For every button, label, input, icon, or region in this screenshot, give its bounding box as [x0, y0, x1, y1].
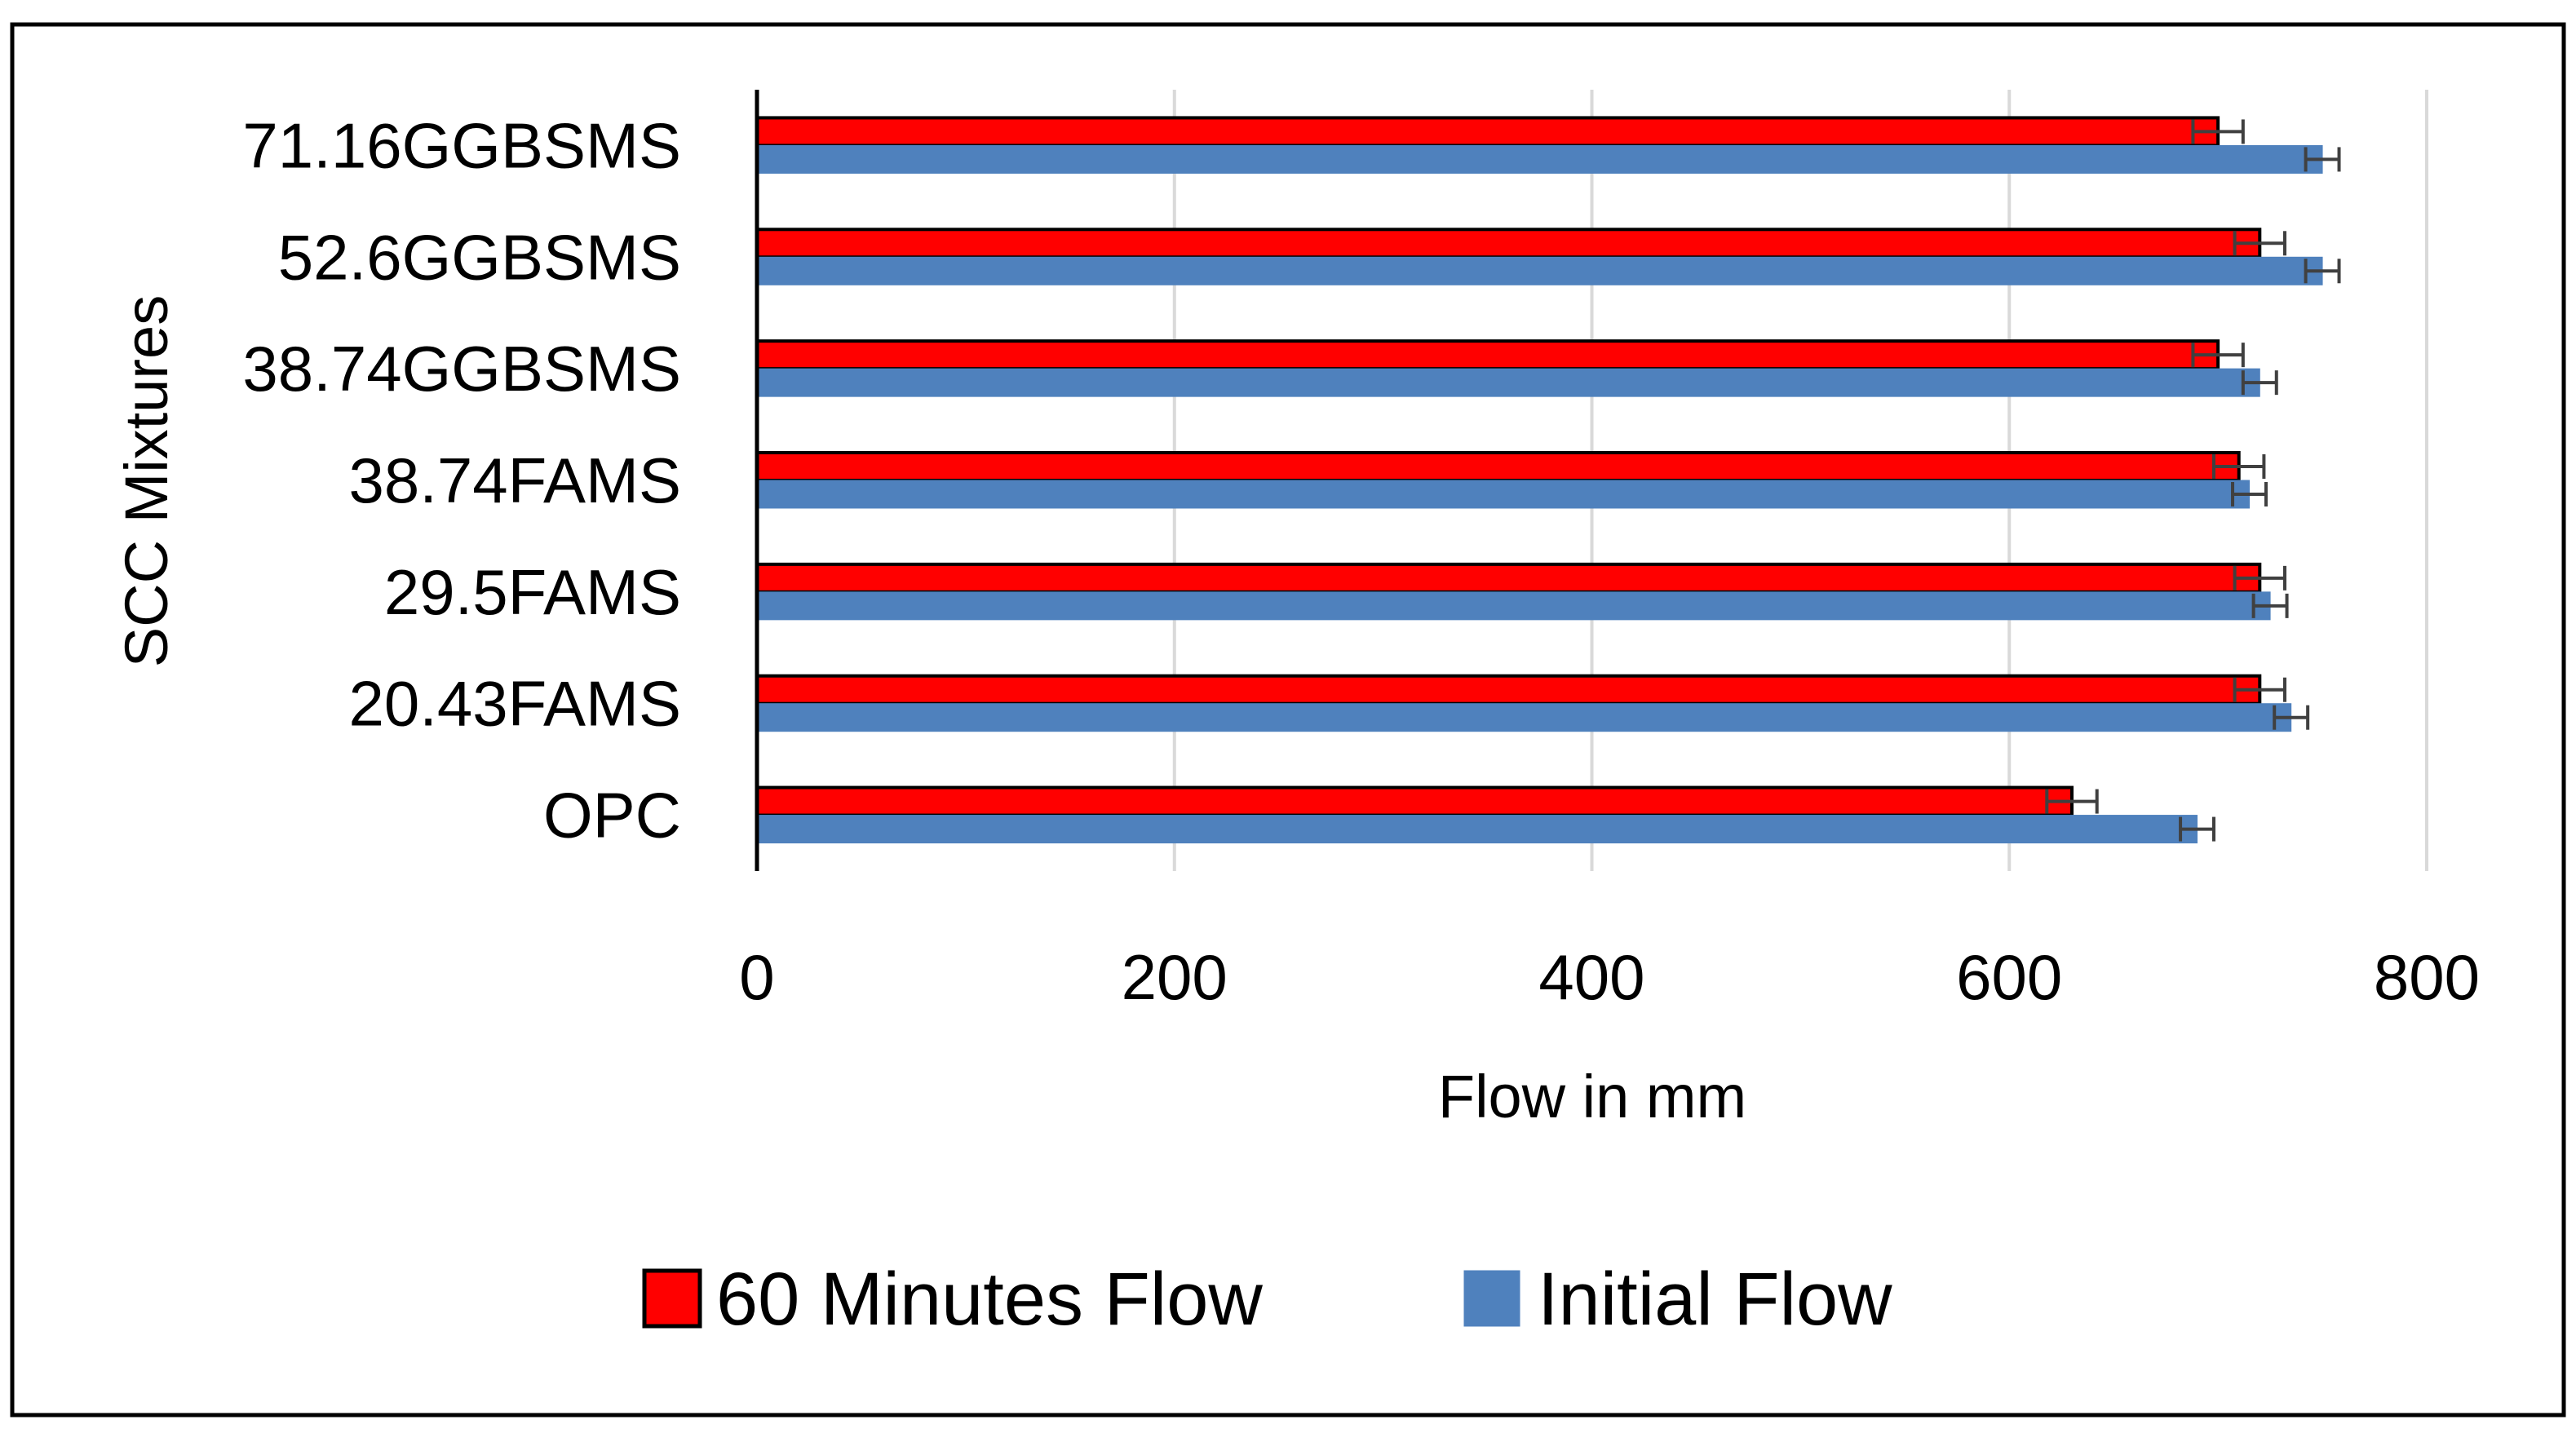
bar-initial-flow	[756, 591, 2271, 621]
y-tick-label: 38.74GGBSMS	[242, 333, 681, 405]
x-tick-label: 800	[2374, 941, 2480, 1013]
bar-sixty-minutes-flow	[755, 785, 2074, 817]
x-tick-label: 200	[1122, 941, 1228, 1013]
x-tick-label: 600	[1956, 941, 2062, 1013]
legend-swatch-initial-flow	[1463, 1270, 1520, 1327]
x-axis-title: Flow in mm	[1438, 1063, 1746, 1130]
bar-initial-flow	[756, 368, 2260, 397]
bar-sixty-minutes-flow	[755, 562, 2262, 594]
legend-label-initial-flow: Initial Flow	[1538, 1258, 1892, 1341]
bars	[755, 116, 2323, 844]
bar-initial-flow	[756, 256, 2323, 285]
bar-initial-flow	[756, 703, 2292, 732]
x-tick-labels: 0 200 400 600 800	[739, 941, 2480, 1013]
bar-sixty-minutes-flow	[755, 339, 2220, 371]
y-tick-labels: OPC 20.43FAMS 29.5FAMS 38.74FAMS 38.74GGBSMS…	[242, 109, 681, 851]
bar-sixty-minutes-flow	[755, 674, 2262, 705]
y-tick-label: OPC	[543, 780, 681, 851]
bar-initial-flow	[756, 144, 2323, 174]
x-tick-label: 0	[739, 941, 774, 1013]
legend-swatch-sixty-minutes-flow	[642, 1268, 702, 1329]
error-bars	[2045, 119, 2341, 842]
legend: 60 Minutes Flow Initial Flow	[642, 1258, 1892, 1341]
y-tick-label: 52.6GGBSMS	[278, 221, 681, 293]
y-tick-label: 71.16GGBSMS	[242, 109, 681, 181]
y-tick-label: 38.74FAMS	[348, 444, 681, 516]
bar-sixty-minutes-flow	[755, 116, 2220, 148]
legend-label-sixty-minutes-flow: 60 Minutes Flow	[716, 1258, 1263, 1341]
y-tick-label: 29.5FAMS	[384, 556, 681, 628]
bar-sixty-minutes-flow	[755, 228, 2262, 259]
x-tick-label: 400	[1538, 941, 1644, 1013]
bar-sixty-minutes-flow	[755, 451, 2241, 482]
bar-initial-flow	[756, 480, 2251, 509]
bar-initial-flow	[756, 815, 2198, 844]
y-tick-label: 20.43FAMS	[348, 668, 681, 740]
y-axis-title: SCC Mixtures	[113, 295, 180, 667]
